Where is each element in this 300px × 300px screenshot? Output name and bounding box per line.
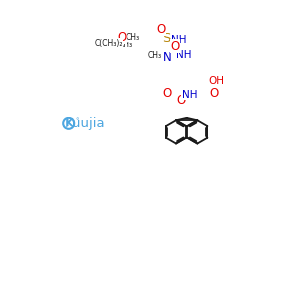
Text: NH: NH — [171, 35, 187, 45]
Text: CH₃: CH₃ — [147, 51, 161, 60]
Text: CH₃: CH₃ — [119, 40, 133, 49]
Text: CH₃: CH₃ — [125, 33, 139, 42]
Text: O: O — [210, 88, 219, 100]
Text: O: O — [162, 88, 171, 100]
Text: O: O — [156, 23, 166, 36]
Text: °: ° — [75, 118, 79, 124]
Text: Kuujia: Kuujia — [64, 117, 105, 130]
Text: S: S — [162, 32, 171, 46]
Text: O: O — [177, 94, 186, 107]
Text: N: N — [163, 51, 172, 64]
Text: O: O — [170, 40, 180, 53]
Text: OH: OH — [208, 76, 224, 85]
Text: C(CH₃)₂: C(CH₃)₂ — [94, 39, 123, 48]
Text: O: O — [117, 31, 127, 44]
Text: K: K — [65, 119, 72, 128]
Text: NH: NH — [182, 90, 197, 100]
Text: NH: NH — [176, 50, 192, 61]
